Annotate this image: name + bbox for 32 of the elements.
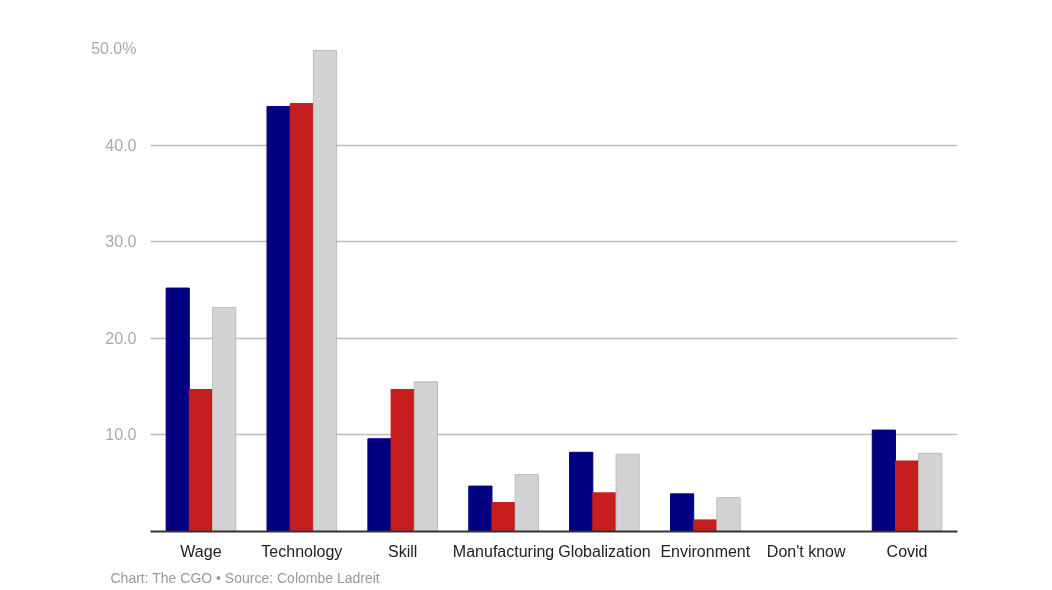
bar	[871, 429, 896, 532]
bar	[390, 389, 415, 532]
text: Chart: The CGO • Source: Colombe Ladreit	[110, 569, 380, 586]
bar	[894, 460, 920, 532]
bar	[615, 453, 640, 532]
bar	[514, 474, 539, 532]
x-tick-label: Environment	[660, 542, 751, 560]
bar	[693, 519, 718, 532]
y-tick-label: 40.0	[105, 136, 137, 154]
y-tick-label: 30.0	[105, 233, 137, 251]
bar	[592, 492, 617, 532]
bar	[491, 502, 516, 532]
bar	[165, 287, 190, 532]
x-tick-label: Globalization	[558, 542, 651, 560]
bar	[367, 438, 392, 532]
x-tick-label: Wage	[180, 542, 222, 560]
bar	[266, 105, 291, 532]
bar	[918, 452, 943, 532]
y-tick-label: 10.0	[105, 426, 137, 444]
y-tick-label: 20.0	[105, 329, 137, 347]
x-tick-label: Technology	[261, 542, 343, 560]
x-tick-label: Don't know	[766, 542, 846, 560]
bar	[188, 389, 214, 532]
bar	[468, 485, 493, 532]
x-tick-label: Covid	[886, 542, 928, 560]
bar	[289, 103, 314, 532]
x-tick-label: Manufacturing	[452, 542, 555, 560]
bar	[670, 493, 695, 532]
x-tick-label: Skill	[388, 542, 418, 560]
bar	[569, 451, 594, 532]
bar	[716, 497, 741, 532]
y-tick-label: 50.0%	[91, 40, 137, 57]
